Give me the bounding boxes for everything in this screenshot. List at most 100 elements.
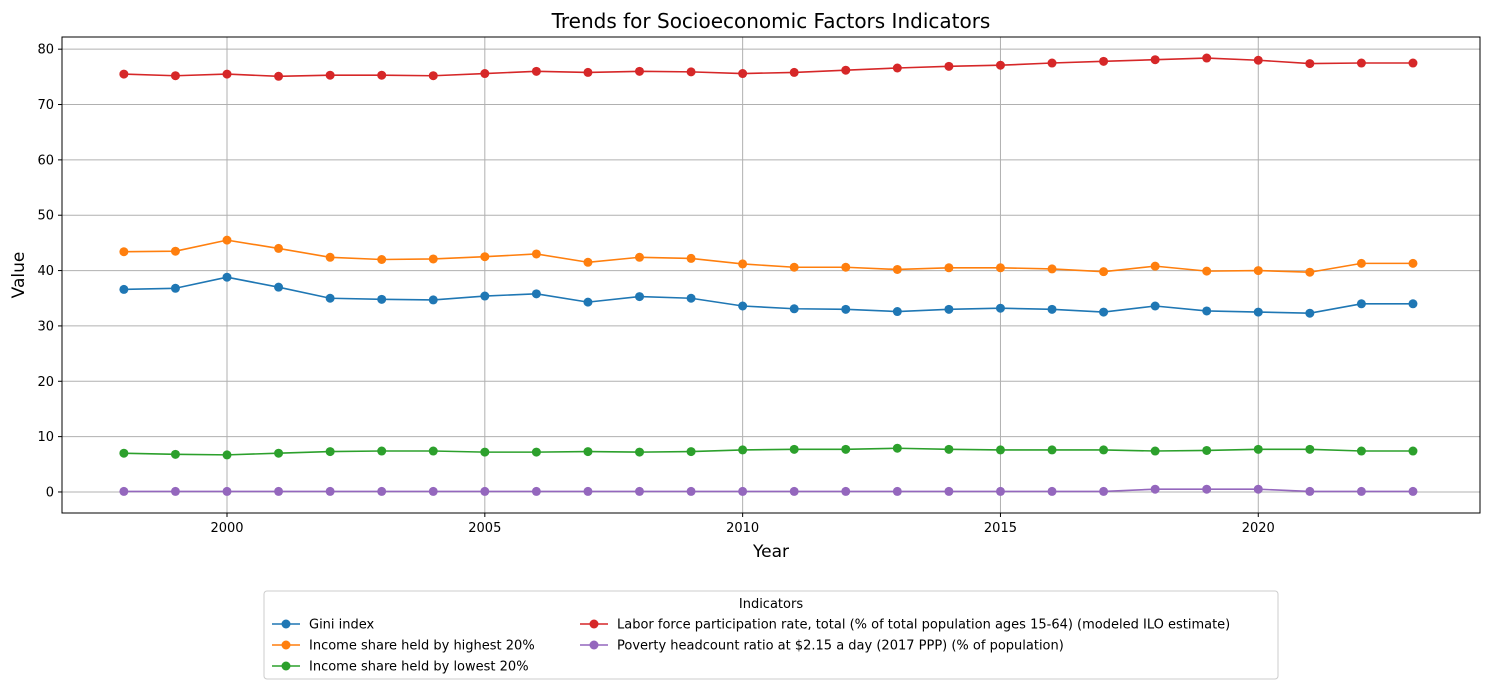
- data-point: [1099, 445, 1109, 455]
- data-point: [1099, 486, 1109, 496]
- data-point: [170, 246, 180, 256]
- series-3: [119, 443, 1418, 460]
- y-tick-label: 40: [37, 264, 54, 279]
- data-point: [325, 293, 335, 303]
- data-point: [428, 446, 438, 456]
- axis-ticks: 2000 2005 2010 2015 2020 0 10 20 30 40 50 60 70 80: [37, 43, 1274, 536]
- data-point: [531, 447, 541, 457]
- data-point: [635, 292, 645, 302]
- data-point: [531, 249, 541, 259]
- data-point: [892, 307, 902, 317]
- data-point: [1202, 266, 1212, 276]
- data-point: [325, 70, 335, 80]
- data-point: [995, 303, 1005, 313]
- series-line: [123, 276, 1413, 314]
- data-point: [995, 445, 1005, 455]
- legend-item: Poverty headcount ratio at $2.15 a day (…: [580, 639, 1064, 654]
- legend: Indicators Gini index Income share held b…: [263, 590, 1279, 680]
- data-point: [1099, 267, 1109, 277]
- data-point: [119, 486, 129, 496]
- data-point: [583, 257, 593, 267]
- data-point: [686, 447, 696, 457]
- data-point: [480, 291, 490, 301]
- data-point: [841, 262, 851, 272]
- data-point: [1099, 307, 1109, 317]
- data-point: [738, 69, 748, 79]
- data-point: [170, 449, 180, 459]
- series-lines: [119, 53, 1418, 496]
- y-tick-label: 60: [37, 153, 54, 168]
- data-point: [1305, 444, 1315, 454]
- data-point: [1253, 484, 1263, 494]
- y-tick-label: 50: [37, 209, 54, 224]
- data-point: [995, 60, 1005, 70]
- data-point: [841, 486, 851, 496]
- data-point: [583, 297, 593, 307]
- data-point: [119, 247, 129, 257]
- data-point: [1253, 444, 1263, 454]
- data-point: [1356, 446, 1366, 456]
- y-tick-label: 10: [37, 430, 54, 445]
- data-point: [1047, 58, 1057, 68]
- y-tick-label: 30: [37, 319, 54, 334]
- data-point: [1047, 486, 1057, 496]
- chart-title: Trends for Socioeconomic Factors Indicat…: [551, 9, 991, 33]
- grid-lines: [62, 37, 1480, 513]
- data-point: [274, 448, 284, 458]
- data-point: [1253, 55, 1263, 65]
- series-1: [119, 272, 1418, 318]
- legend-label: Labor force participation rate, total (%…: [617, 618, 1230, 633]
- data-point: [377, 486, 387, 496]
- legend-label: Gini index: [309, 618, 375, 633]
- series-2: [119, 235, 1418, 277]
- data-point: [789, 444, 799, 454]
- data-point: [531, 66, 541, 76]
- data-point: [789, 304, 799, 314]
- data-point: [841, 65, 851, 75]
- data-point: [1047, 445, 1057, 455]
- series-4: [119, 53, 1418, 81]
- data-point: [480, 252, 490, 262]
- data-point: [1408, 446, 1418, 456]
- data-point: [944, 61, 954, 71]
- legend-item: Labor force participation rate, total (%…: [580, 618, 1230, 633]
- data-point: [1356, 486, 1366, 496]
- data-point: [274, 486, 284, 496]
- data-point: [1202, 484, 1212, 494]
- data-point: [325, 486, 335, 496]
- data-point: [995, 263, 1005, 273]
- data-point: [222, 450, 232, 460]
- data-point: [377, 446, 387, 456]
- data-point: [428, 486, 438, 496]
- data-point: [841, 304, 851, 314]
- data-point: [119, 448, 129, 458]
- data-point: [635, 66, 645, 76]
- data-point: [480, 486, 490, 496]
- legend-label: Income share held by lowest 20%: [309, 660, 529, 675]
- y-axis-label: Value: [9, 252, 29, 299]
- data-point: [1150, 446, 1160, 456]
- data-point: [635, 486, 645, 496]
- legend-items: Gini index Income share held by highest 2…: [272, 618, 1230, 675]
- data-point: [274, 243, 284, 253]
- data-point: [1408, 58, 1418, 68]
- data-point: [1356, 299, 1366, 309]
- data-point: [995, 486, 1005, 496]
- x-tick-label: 2010: [726, 521, 759, 536]
- data-point: [738, 445, 748, 455]
- x-tick-label: 2020: [1242, 521, 1275, 536]
- data-point: [686, 293, 696, 303]
- data-point: [170, 71, 180, 81]
- data-point: [1202, 53, 1212, 63]
- data-point: [1356, 58, 1366, 68]
- data-point: [480, 69, 490, 79]
- data-point: [222, 272, 232, 282]
- data-point: [686, 67, 696, 77]
- data-point: [428, 295, 438, 305]
- data-point: [274, 71, 284, 81]
- data-point: [944, 263, 954, 273]
- data-point: [325, 447, 335, 457]
- data-point: [892, 264, 902, 274]
- data-point: [738, 259, 748, 269]
